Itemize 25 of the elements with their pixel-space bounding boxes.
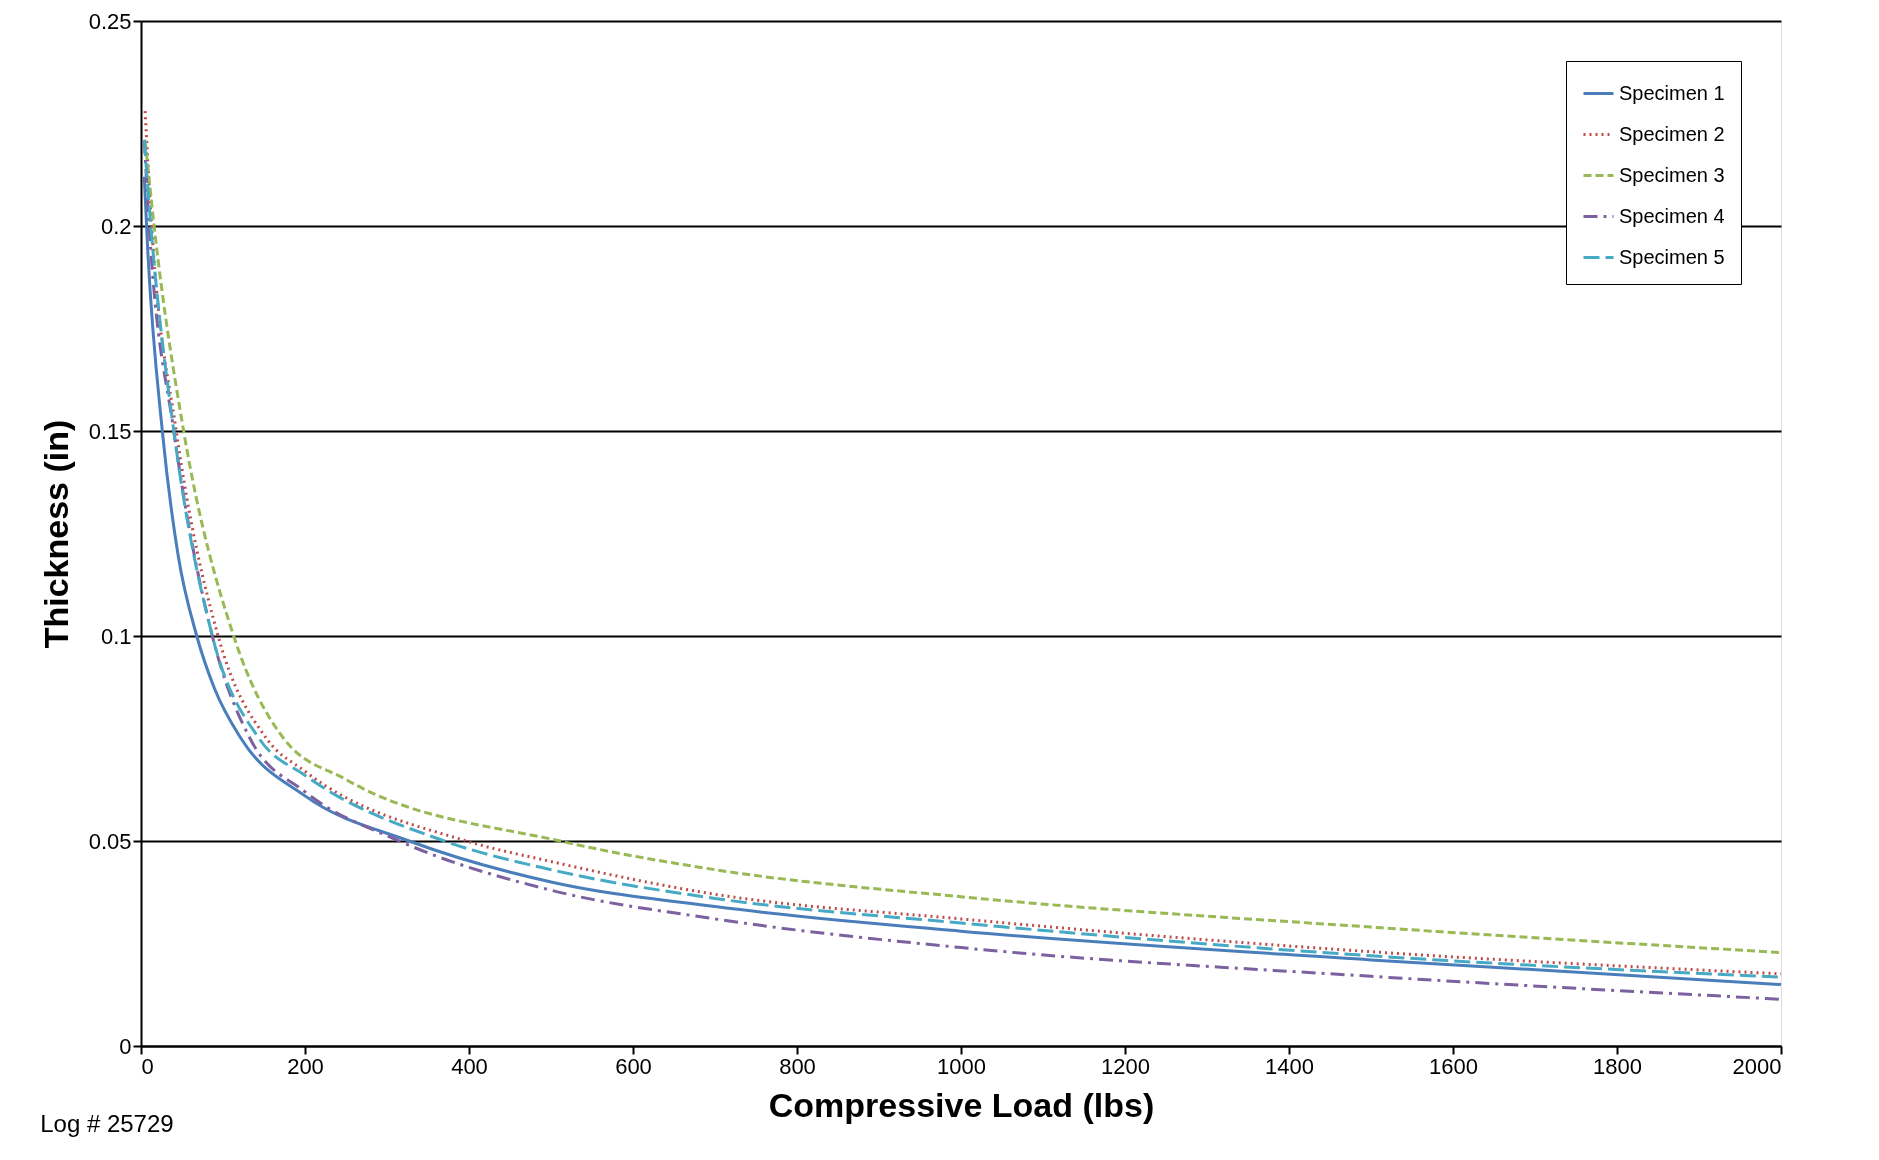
y-tick-label: 0.05 <box>88 828 132 854</box>
legend-label: Specimen 2 <box>1619 122 1725 145</box>
x-tick-label: 200 <box>287 1053 324 1079</box>
legend-label: Specimen 3 <box>1619 163 1725 186</box>
y-tick-label: 0 <box>119 1033 132 1059</box>
y-axis-title: Thickness (in) <box>36 419 75 649</box>
legend-label: Specimen 5 <box>1619 245 1725 268</box>
y-tick-label: 0.25 <box>88 8 132 34</box>
x-tick-label: 2000 <box>1732 1053 1782 1079</box>
legend-label: Specimen 1 <box>1619 81 1725 104</box>
x-tick-label: 1000 <box>937 1053 986 1079</box>
x-tick-label: 0 <box>141 1053 154 1079</box>
text: Log # 25729 <box>40 1110 174 1137</box>
x-tick-label: 1400 <box>1265 1053 1314 1079</box>
y-tick-label: 0.1 <box>100 623 132 649</box>
x-tick-label: 1200 <box>1101 1053 1150 1079</box>
y-tick-label: 0.2 <box>100 213 132 239</box>
x-axis-title: Compressive Load (lbs) <box>768 1085 1155 1124</box>
x-tick-label: 1600 <box>1429 1053 1478 1079</box>
x-tick-label: 600 <box>615 1053 652 1079</box>
x-tick-label: 400 <box>451 1053 488 1079</box>
y-tick-label: 0.15 <box>88 418 132 444</box>
legend-label: Specimen 4 <box>1619 204 1725 227</box>
x-tick-label: 800 <box>779 1053 816 1079</box>
x-tick-label: 1800 <box>1593 1053 1642 1079</box>
